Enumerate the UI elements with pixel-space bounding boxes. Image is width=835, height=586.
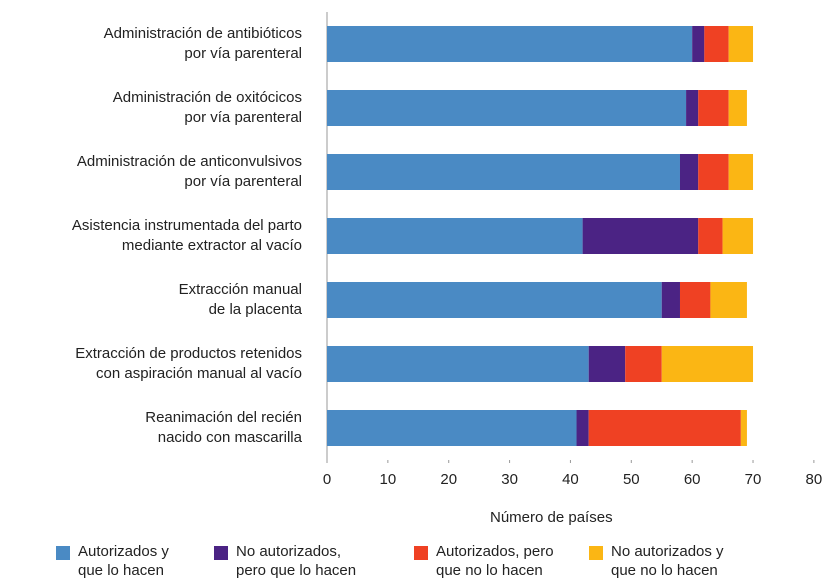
category-label: Administración de anticonvulsivos por ví… xyxy=(76,153,302,190)
bar-segment xyxy=(327,218,583,254)
bar-segment xyxy=(698,90,729,126)
x-tick-label: 60 xyxy=(683,471,701,488)
x-tick-label: 70 xyxy=(744,471,762,488)
bar-segment xyxy=(661,346,754,382)
legend-label: Autorizados, pero que no lo hacen xyxy=(436,543,554,579)
bar-segment xyxy=(679,154,699,190)
bar-segment xyxy=(698,218,723,254)
bar-segment xyxy=(698,154,729,190)
category-label: Administración de antibióticos por vía p… xyxy=(103,25,302,62)
bar-segment xyxy=(327,282,662,318)
bar-segment xyxy=(728,90,747,126)
bar-segment xyxy=(327,90,687,126)
category-label: Reanimación del recién nacido con mascar… xyxy=(145,409,302,446)
bar-segment xyxy=(722,218,754,254)
x-tick-label: 10 xyxy=(379,471,397,488)
x-tick-label: 30 xyxy=(501,471,518,488)
x-tick-label: 0 xyxy=(322,471,332,488)
bar-segment xyxy=(327,154,680,190)
legend-swatch xyxy=(414,546,428,560)
category-label: Extracción manual de la placenta xyxy=(178,281,302,318)
bar-segment xyxy=(661,282,680,318)
bar-segment xyxy=(625,346,662,382)
x-tick-label: 80 xyxy=(805,471,823,488)
bar-segment xyxy=(327,410,577,446)
legend-label: No autorizados y que no lo hacen xyxy=(611,543,724,579)
bar-segment xyxy=(588,346,626,382)
x-tick-label: 40 xyxy=(562,471,579,488)
category-label: Extracción de productos retenidos con as… xyxy=(75,345,302,382)
bar-segment xyxy=(692,26,705,62)
category-label: Administración de oxitócicos por vía par… xyxy=(112,89,302,126)
legend-swatch xyxy=(56,546,70,560)
bar-segment xyxy=(710,282,747,318)
legend-swatch xyxy=(214,546,228,560)
bar-segment xyxy=(327,346,589,382)
bar-segment xyxy=(327,26,693,62)
x-tick-label: 20 xyxy=(440,471,458,488)
x-tick-label: 50 xyxy=(622,471,640,488)
bar-segment xyxy=(576,410,589,446)
bar-segment xyxy=(582,218,699,254)
bar-segment xyxy=(728,26,754,62)
category-label: Asistencia instrumentada del parto media… xyxy=(71,217,302,254)
legend-label: Autorizados y que lo hacen xyxy=(78,543,169,579)
x-axis-label: Número de países xyxy=(490,509,613,526)
bar-segment xyxy=(728,154,754,190)
legend-swatch xyxy=(589,546,603,560)
legend-label: No autorizados, pero que lo hacen xyxy=(236,543,357,579)
bar-segment xyxy=(686,90,699,126)
bar-segment xyxy=(679,282,711,318)
bar-segment xyxy=(704,26,729,62)
bar-segment xyxy=(740,410,747,446)
bar-segment xyxy=(588,410,741,446)
